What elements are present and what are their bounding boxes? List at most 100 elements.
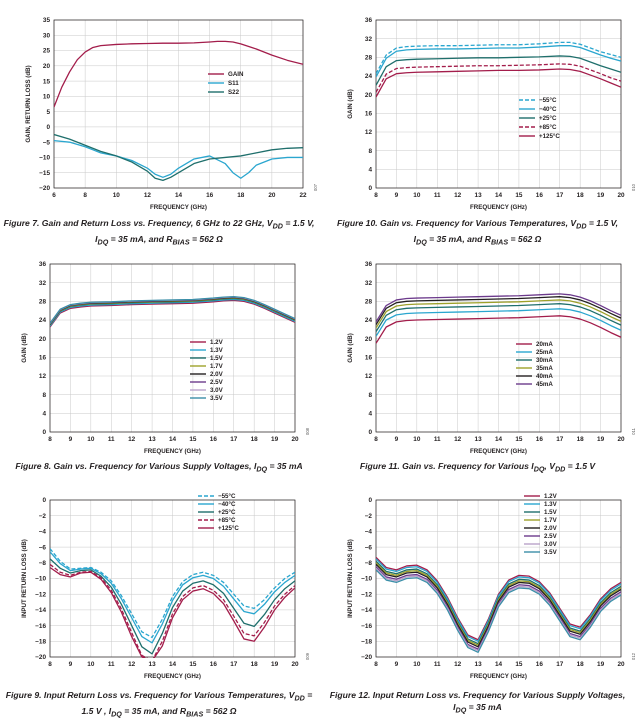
x-tick-label: 8	[374, 661, 378, 668]
legend-label: 1.5V	[544, 509, 558, 516]
y-tick-label: −12	[35, 591, 46, 598]
x-axis-label: FREQUENCY (GHz)	[150, 204, 207, 211]
series-line-40C	[376, 45, 621, 78]
x-tick-label: 11	[434, 661, 441, 668]
series-line-35V	[50, 296, 295, 324]
chart-fig8-svg: 8 9 10 11 12 13 14 15 16 17 18 19 20 0 4 8 12 16 20 24 28 32 3…	[21, 261, 310, 455]
legend-label: S11	[228, 80, 239, 87]
x-tick-label: 6	[52, 192, 56, 199]
y-tick-label: −6	[365, 544, 373, 551]
caption-fig12: Figure 12. Input Return Loss vs. Frequen…	[318, 689, 637, 717]
legend-label: 3.0V	[544, 541, 558, 548]
y-tick-label: 16	[365, 111, 373, 118]
x-tick-label: 16	[206, 192, 214, 199]
y-tick-label: 0	[368, 497, 372, 504]
plot-frame	[375, 499, 622, 658]
x-tick-label: 15	[515, 436, 523, 443]
x-tick-label: 12	[454, 436, 462, 443]
caption-fig10: Figure 10. Gain vs. Frequency for Variou…	[318, 217, 637, 248]
y-tick-label: 5	[46, 109, 50, 116]
x-tick-label: 12	[128, 436, 136, 443]
x-tick-label: 19	[597, 192, 605, 199]
figure-id: 007	[313, 183, 318, 191]
series-group	[50, 296, 295, 328]
y-axis-label: GAIN (dB)	[347, 333, 354, 363]
chart-fig11-svg: 8 9 10 11 12 13 14 15 16 17 18 19 20 0 4 8 12 16 20 24 28 32 3…	[347, 261, 636, 455]
caption-fig7-l2s1: DQ	[97, 238, 109, 247]
plot-frame	[53, 19, 304, 189]
x-tick-label: 20	[617, 436, 625, 443]
y-tick-label: 15	[43, 78, 51, 85]
caption-fig12-l2a: I	[453, 702, 456, 712]
chart-fig12-svg: 8 9 10 11 12 13 14 15 16 17 18 19 20−20−18−16−14−12−…	[347, 493, 636, 680]
series-line-17V	[376, 562, 621, 646]
legend-label: GAIN	[228, 71, 244, 78]
y-axis-label: GAIN (dB)	[21, 333, 28, 363]
x-tick-label: 16	[210, 436, 218, 443]
caption-fig10-l2a: I	[413, 233, 417, 244]
series-group	[50, 548, 295, 658]
y-tick-label: 36	[365, 17, 373, 24]
caption-fig9-l2s2: BIAS	[186, 710, 204, 719]
legend-label: 2.0V	[210, 371, 224, 378]
legend-label: 1.3V	[544, 501, 558, 508]
legend-label: 2.5V	[544, 533, 558, 540]
legend-label: +85°C	[218, 517, 236, 524]
series-line-25mA	[376, 308, 621, 337]
y-tick-label: 16	[365, 355, 373, 362]
y-tick-label: −20	[361, 654, 372, 661]
y-tick-label: 32	[39, 280, 47, 287]
caption-fig8-line1: Figure 8. Gain vs. Frequency for Various…	[15, 461, 257, 471]
caption-fig9-l2b: = 35 mA, and R	[121, 705, 187, 716]
legend-label: 45mA	[536, 381, 553, 388]
y-tick-label: −8	[39, 560, 47, 567]
legend-label: −55°C	[218, 493, 236, 500]
x-tick-label: 10	[413, 661, 421, 668]
x-tick-label: 14	[169, 661, 177, 668]
legend-label: 40mA	[536, 373, 553, 380]
x-tick-label: 20	[617, 661, 625, 668]
caption-fig8: Figure 8. Gain vs. Frequency for Various…	[0, 460, 318, 476]
legend-label: +125°C	[539, 133, 560, 140]
x-tick-label: 14	[169, 436, 177, 443]
x-tick-label: 18	[251, 436, 259, 443]
x-tick-label: 9	[69, 661, 73, 668]
y-tick-label: 28	[365, 299, 373, 306]
x-tick-label: 13	[149, 436, 157, 443]
caption-fig7-l2c: = 562 Ω	[189, 233, 223, 244]
x-tick-label: 11	[108, 661, 115, 668]
caption-fig11: Figure 11. Gain vs. Frequency for Variou…	[318, 460, 637, 476]
caption-fig11-sub: DQ	[533, 465, 545, 474]
y-tick-label: −10	[39, 155, 50, 162]
series-line-12V	[376, 556, 621, 641]
series-group	[376, 293, 621, 344]
series-line-20V	[376, 563, 621, 648]
y-tick-label: 12	[365, 129, 373, 136]
caption-fig7: Figure 7. Gain and Return Loss vs. Frequ…	[0, 217, 318, 248]
series-line-35mA	[376, 299, 621, 329]
y-tick-label: 0	[368, 185, 372, 192]
series-line-15V	[376, 560, 621, 645]
x-tick-label: 15	[515, 192, 523, 199]
x-tick-label: 14	[495, 436, 503, 443]
x-tick-label: 12	[144, 192, 152, 199]
y-tick-label: −14	[361, 607, 372, 614]
x-tick-label: 13	[475, 192, 483, 199]
legend-label: 2.0V	[544, 525, 558, 532]
series-line-40C	[50, 551, 295, 644]
x-tick-label: 17	[556, 661, 564, 668]
x-tick-label: 10	[113, 192, 121, 199]
legend-label: 3.0V	[210, 387, 224, 394]
x-tick-label: 20	[268, 192, 276, 199]
caption-fig10-l2b: = 35 mA, and R	[426, 233, 492, 244]
x-axis-label: FREQUENCY (GHz)	[470, 673, 527, 680]
x-tick-label: 19	[271, 661, 279, 668]
legend-label: +125°C	[218, 525, 239, 532]
y-tick-label: 28	[39, 299, 47, 306]
x-tick-label: 13	[149, 661, 157, 668]
chart-fig10: 8 9 10 11 12 13 14 15 16 17 18 19 20 0 4 8 12 16 20 24 28 32 3…	[338, 8, 636, 213]
figure-id: 012	[631, 652, 636, 660]
legend-label: 20mA	[536, 341, 553, 348]
caption-fig7-end: = 1.5 V,	[282, 218, 315, 228]
series-line-45mA	[376, 293, 621, 323]
